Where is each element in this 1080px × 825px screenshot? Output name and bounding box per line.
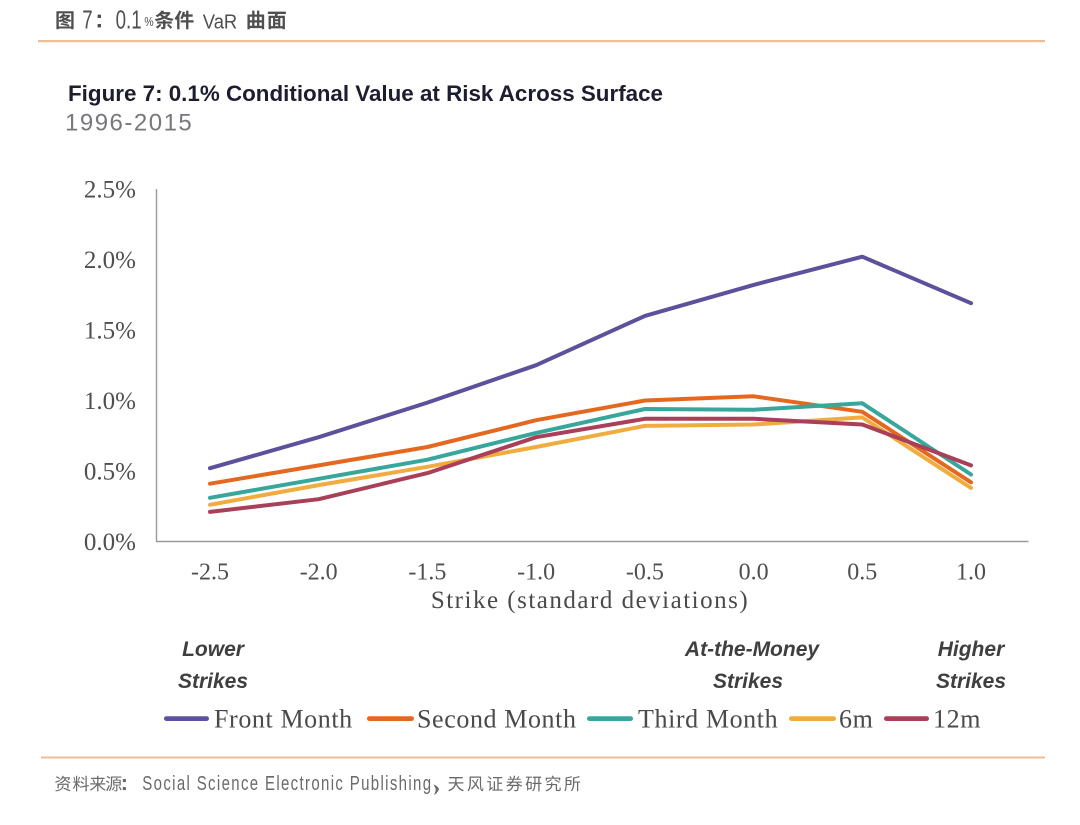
svg-text:Strikes: Strikes: [178, 670, 248, 693]
svg-text:0.5%: 0.5%: [84, 459, 136, 486]
svg-text:%: %: [144, 15, 154, 29]
svg-text:Higher: Higher: [938, 638, 1006, 661]
svg-text:0.0: 0.0: [739, 560, 769, 586]
svg-text:Figure 7: 0.1% Conditional Val: Figure 7: 0.1% Conditional Value at Risk…: [68, 81, 663, 106]
svg-text:At-the-Money: At-the-Money: [684, 638, 820, 661]
svg-text:0.0%: 0.0%: [84, 529, 136, 556]
svg-text:-1.0: -1.0: [517, 560, 555, 586]
svg-text:1996-2015: 1996-2015: [65, 110, 193, 137]
svg-text:Second Month: Second Month: [417, 705, 577, 734]
svg-text:Social Science Electronic Publ: Social Science Electronic Publishing: [142, 772, 432, 795]
svg-text:0.1: 0.1: [116, 4, 142, 34]
svg-text:2.5%: 2.5%: [84, 177, 136, 204]
svg-text:Strikes: Strikes: [936, 670, 1006, 693]
svg-text:0.5: 0.5: [847, 560, 877, 586]
svg-text:VaR: VaR: [203, 12, 237, 34]
svg-text:6m: 6m: [839, 705, 873, 734]
svg-text:-2.5: -2.5: [191, 560, 229, 586]
svg-text:12m: 12m: [933, 705, 981, 734]
svg-text:Third Month: Third Month: [638, 705, 778, 734]
svg-text:1.5%: 1.5%: [84, 318, 136, 345]
svg-text:1.0: 1.0: [956, 560, 986, 586]
svg-text:Lower: Lower: [182, 638, 246, 661]
svg-text:-1.5: -1.5: [408, 560, 446, 586]
svg-text:Strikes: Strikes: [713, 670, 783, 693]
svg-text:-2.0: -2.0: [300, 560, 338, 586]
svg-text:7: 7: [82, 4, 92, 34]
svg-text:Front Month: Front Month: [214, 705, 353, 734]
svg-text:Strike (standard deviations): Strike (standard deviations): [431, 587, 749, 614]
svg-text:2.0%: 2.0%: [84, 247, 136, 274]
svg-text:1.0%: 1.0%: [84, 388, 136, 415]
svg-text:-0.5: -0.5: [626, 560, 664, 586]
